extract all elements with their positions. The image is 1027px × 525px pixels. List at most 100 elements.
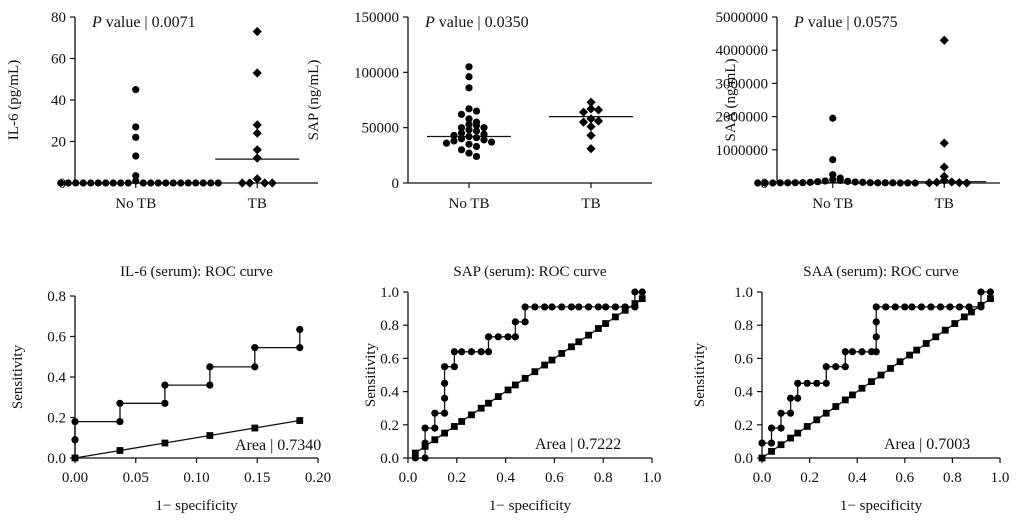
y-tick-label: 0.4 bbox=[734, 385, 753, 401]
y-tick-label: 50000 bbox=[362, 121, 400, 137]
diamond-marker bbox=[252, 153, 262, 163]
circle-marker bbox=[124, 179, 132, 187]
diamond-marker bbox=[939, 162, 949, 172]
circle-marker bbox=[251, 363, 259, 371]
circle-marker bbox=[441, 363, 449, 371]
circle-marker bbox=[161, 381, 169, 389]
x-category-label: TB bbox=[248, 196, 267, 212]
circle-marker bbox=[821, 177, 829, 185]
x-tick-label: 0.2 bbox=[447, 470, 466, 486]
circle-marker bbox=[786, 394, 795, 402]
circle-marker bbox=[450, 137, 458, 145]
circle-marker bbox=[594, 303, 602, 311]
circle-marker bbox=[480, 130, 488, 138]
circle-marker bbox=[794, 379, 802, 387]
saa-roc-panel: 0.0 0.2 0.4 0.6 0.8 1.0 Sensitivity 0.0 0.2 0.4 0.… bbox=[692, 264, 1009, 514]
circle-marker bbox=[465, 73, 473, 81]
circle-marker bbox=[87, 179, 95, 187]
circle-marker bbox=[465, 63, 473, 71]
circle-marker bbox=[813, 379, 821, 387]
square-marker bbox=[206, 432, 214, 439]
circle-marker bbox=[484, 333, 493, 341]
circle-marker bbox=[477, 348, 485, 356]
circle-marker bbox=[431, 409, 439, 417]
sap-p-value-annotation: P value | 0.0350 bbox=[424, 14, 529, 31]
circle-marker bbox=[465, 115, 473, 123]
circle-marker bbox=[832, 363, 840, 371]
y-tick-label: 100000 bbox=[354, 65, 399, 81]
circle-marker bbox=[296, 325, 304, 334]
circle-marker bbox=[602, 303, 610, 311]
circle-marker bbox=[147, 179, 155, 187]
square-marker bbox=[896, 358, 904, 366]
circle-marker bbox=[541, 303, 549, 311]
square-marker bbox=[822, 409, 830, 417]
circle-marker bbox=[504, 333, 512, 341]
il6-p-value-annotation: P value | 0.0071 bbox=[91, 14, 196, 31]
circle-marker bbox=[457, 110, 466, 118]
square-marker bbox=[504, 386, 512, 394]
y-tick-label: 0.0 bbox=[734, 451, 753, 467]
circle-marker bbox=[431, 424, 439, 432]
y-tick-label: 0.4 bbox=[47, 370, 66, 386]
circle-marker bbox=[872, 303, 880, 311]
circle-marker bbox=[109, 179, 117, 187]
square-marker bbox=[932, 333, 940, 341]
circle-marker bbox=[575, 303, 583, 311]
circle-marker bbox=[638, 288, 646, 296]
circle-marker bbox=[450, 363, 458, 371]
circle-marker bbox=[442, 139, 451, 147]
diamond-marker bbox=[924, 178, 934, 188]
square-marker bbox=[450, 423, 458, 430]
circle-marker bbox=[465, 140, 473, 148]
circle-marker bbox=[851, 178, 859, 186]
circle-marker bbox=[767, 424, 776, 432]
circle-marker bbox=[480, 124, 488, 132]
square-marker bbox=[612, 313, 619, 321]
circle-marker bbox=[132, 133, 140, 141]
circle-marker bbox=[936, 303, 945, 311]
circle-marker bbox=[71, 417, 79, 426]
chart-title: IL-6 (serum): ROC curve bbox=[120, 264, 273, 280]
circle-marker bbox=[472, 134, 481, 142]
circle-marker bbox=[548, 303, 556, 311]
circle-marker bbox=[777, 424, 785, 432]
circle-marker bbox=[457, 135, 466, 143]
y-tick-label: 0.6 bbox=[47, 330, 66, 346]
square-marker bbox=[468, 411, 475, 419]
square-marker bbox=[768, 447, 775, 455]
square-marker bbox=[251, 424, 259, 432]
circle-marker bbox=[206, 363, 214, 371]
square-marker bbox=[585, 331, 592, 339]
square-marker bbox=[922, 340, 930, 347]
circle-marker bbox=[872, 348, 880, 356]
circle-marker bbox=[192, 179, 200, 187]
saa-p-value-annotation: P value | 0.0575 bbox=[793, 14, 898, 31]
y-tick-label: 0.0 bbox=[47, 451, 66, 467]
circle-marker bbox=[794, 394, 802, 402]
circle-marker bbox=[829, 171, 837, 179]
circle-marker bbox=[450, 348, 458, 356]
circle-marker bbox=[457, 129, 466, 137]
circle-marker bbox=[102, 179, 110, 187]
diamond-marker bbox=[593, 116, 604, 126]
diamond-marker bbox=[252, 174, 262, 184]
square-marker bbox=[421, 442, 429, 450]
circle-marker bbox=[836, 176, 844, 184]
reference-line bbox=[74, 419, 300, 459]
circle-marker bbox=[472, 127, 481, 135]
square-marker bbox=[411, 449, 419, 457]
circle-marker bbox=[784, 179, 792, 187]
square-marker bbox=[913, 346, 921, 354]
square-marker bbox=[594, 325, 602, 332]
circle-marker bbox=[806, 178, 814, 186]
il6-area-annotation: Area | 0.7340 bbox=[235, 437, 321, 454]
diamond-marker bbox=[578, 107, 589, 117]
diamond-marker bbox=[586, 104, 596, 114]
circle-marker bbox=[465, 84, 473, 92]
circle-marker bbox=[511, 333, 519, 341]
diamond-marker bbox=[237, 178, 247, 188]
circle-marker bbox=[139, 179, 147, 187]
